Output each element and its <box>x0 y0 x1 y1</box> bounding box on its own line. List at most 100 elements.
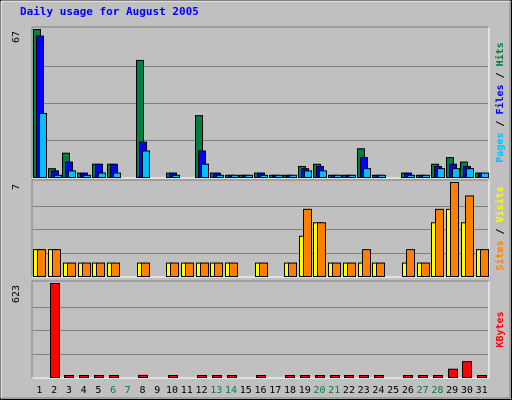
x-tick-label: 1 <box>36 385 42 396</box>
bar-sites-day-4 <box>82 262 91 278</box>
bar-kbytes-day-3 <box>64 375 74 378</box>
bar-sites-day-23 <box>362 249 371 277</box>
bar-pages-day-4 <box>83 174 91 179</box>
x-tick-label: 18 <box>284 385 296 396</box>
bar-pages-day-17 <box>275 174 283 179</box>
chart-panels: 67 Pages / Files / Hits 7 Sites / Visits 623… <box>11 26 506 379</box>
bar-pages-day-8 <box>142 150 150 179</box>
x-axis-day-labels: 1 2 3 4 5 6 7 8 9 10 11 12 13 14 15 16 17 18 19 20 21 22 23 24 2… <box>36 385 487 396</box>
bar-pages-day-14 <box>231 174 239 179</box>
bar-pages-day-1 <box>39 112 47 178</box>
bar-sites-day-31 <box>480 249 489 277</box>
bar-pages-day-21 <box>334 174 342 179</box>
y-max-label: 623 <box>11 285 22 303</box>
bar-pages-day-3 <box>68 170 76 179</box>
panel-visits-sites: 7 Sites / Visits <box>11 179 506 278</box>
bar-pages-day-16 <box>260 174 268 179</box>
bar-pages-day-2 <box>54 174 62 179</box>
x-tick-label: 2 <box>51 385 57 396</box>
axis-label-kbytes: KBytes <box>495 311 506 347</box>
bar-kbytes-day-31 <box>477 375 487 378</box>
panel-kbytes: 623 KBytes <box>11 280 506 379</box>
x-tick-label: 25 <box>387 385 399 396</box>
axis-label-part: / <box>495 66 506 84</box>
axis-label-part: Files <box>494 84 506 114</box>
bar-sites-day-19 <box>303 208 312 278</box>
bar-sites-day-30 <box>465 195 474 277</box>
bar-sites-day-16 <box>259 262 268 278</box>
bar-sites-day-21 <box>332 262 341 278</box>
bar-sites-day-22 <box>347 262 356 278</box>
x-tick-label: 14 <box>225 385 237 396</box>
x-tick-label: 20 <box>313 385 325 396</box>
bar-kbytes-day-2 <box>50 283 60 378</box>
bar-sites-day-6 <box>111 262 120 278</box>
axis-label-part: KBytes <box>495 311 506 347</box>
bar-kbytes-day-5 <box>94 375 104 378</box>
x-tick-label: 26 <box>402 385 414 396</box>
bar-kbytes-day-30 <box>462 361 472 379</box>
bar-kbytes-day-12 <box>197 375 207 378</box>
x-tick-label: 10 <box>166 385 178 396</box>
bar-pages-day-20 <box>319 170 327 179</box>
bar-pages-day-29 <box>452 168 460 179</box>
x-tick-label: 9 <box>154 385 160 396</box>
bar-pages-day-24 <box>378 174 386 179</box>
bar-sites-day-10 <box>170 262 179 278</box>
x-tick-label: 24 <box>372 385 384 396</box>
bar-kbytes-day-20 <box>315 375 325 378</box>
bar-pages-day-30 <box>466 168 474 179</box>
panel-background <box>32 27 489 178</box>
axis-label-part: / <box>495 222 506 240</box>
axis-label-part: / <box>495 115 506 133</box>
bar-kbytes-day-21 <box>330 375 340 378</box>
x-tick-label: 28 <box>431 385 443 396</box>
bar-pages-day-13 <box>216 174 224 179</box>
axis-label-part: Pages <box>495 133 506 163</box>
series-kbytes <box>50 283 487 379</box>
bar-sites-day-8 <box>141 262 150 278</box>
bar-kbytes-day-8 <box>138 374 148 378</box>
x-tick-label: 29 <box>446 385 458 396</box>
bar-sites-day-2 <box>52 249 61 277</box>
x-tick-label: 23 <box>358 385 370 396</box>
bar-sites-day-3 <box>67 262 76 278</box>
bar-sites-day-26 <box>406 249 415 277</box>
bar-sites-day-14 <box>229 262 238 278</box>
bar-pages-day-19 <box>304 170 312 179</box>
bar-sites-day-5 <box>96 262 105 278</box>
y-max-label: 67 <box>11 31 22 43</box>
panel-hits-files-pages: 67 Pages / Files / Hits <box>11 26 506 179</box>
x-tick-label: 5 <box>95 385 101 396</box>
bar-kbytes-day-23 <box>359 375 369 378</box>
bar-pages-day-23 <box>363 168 371 179</box>
y-max-label: 7 <box>11 184 22 190</box>
bar-pages-day-10 <box>172 174 180 179</box>
bar-sites-day-28 <box>435 208 444 278</box>
bar-kbytes-day-10 <box>168 375 178 378</box>
x-tick-label: 31 <box>476 385 488 396</box>
bar-pages-day-27 <box>422 174 430 179</box>
bar-kbytes-day-28 <box>433 375 443 378</box>
bar-sites-day-24 <box>376 262 385 278</box>
bar-kbytes-day-4 <box>79 375 89 378</box>
x-tick-label: 11 <box>181 385 193 396</box>
x-tick-label: 15 <box>240 385 252 396</box>
bar-pages-day-5 <box>98 172 106 179</box>
bar-pages-day-22 <box>348 174 356 179</box>
bar-pages-day-15 <box>245 174 253 179</box>
bar-pages-day-26 <box>407 174 415 179</box>
x-tick-label: 17 <box>269 385 281 396</box>
bar-kbytes-day-13 <box>212 375 222 378</box>
bar-kbytes-day-26 <box>403 375 413 378</box>
bar-kbytes-day-29 <box>448 368 458 379</box>
axis-label-visits-sites: Sites / Visits <box>494 186 506 270</box>
panel-background <box>32 180 489 277</box>
x-tick-label: 19 <box>299 385 311 396</box>
x-tick-label: 3 <box>66 385 72 396</box>
bar-kbytes-day-27 <box>418 375 428 378</box>
bar-pages-day-18 <box>289 174 297 179</box>
bar-kbytes-day-6 <box>109 375 119 378</box>
axis-label-hits-files-pages: Pages / Files / Hits <box>494 42 506 162</box>
